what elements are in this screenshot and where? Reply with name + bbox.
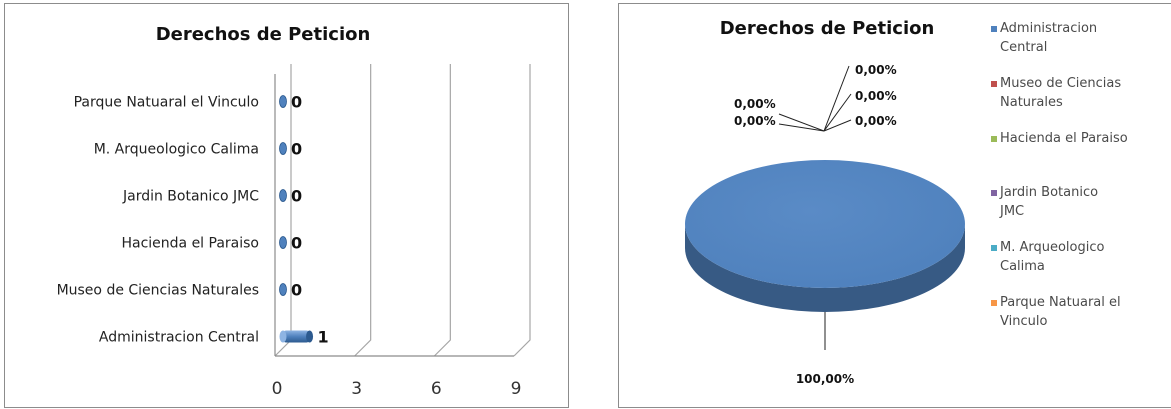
leader-line [778, 113, 825, 132]
leader-line [823, 65, 850, 132]
data-label: 0,00% [734, 114, 776, 128]
bar-chart: Derechos de Peticion 0 3 6 9 Administracion C… [57, 24, 531, 399]
pie-chart-panel: Derechos de Peticion 100,00% 0,00% 0,00% 0,0… [618, 3, 1171, 408]
pie-slice [685, 160, 965, 312]
legend-label: Jardin Botanico [999, 185, 1098, 200]
legend-swatch [991, 300, 997, 306]
data-label: 0 [291, 187, 302, 206]
bar [279, 189, 287, 202]
category-label: Museo de Ciencias Naturales [57, 283, 259, 299]
bar [279, 236, 287, 249]
data-label: 100,00% [796, 372, 854, 386]
x-tick-label: 0 [272, 379, 283, 399]
gridline [354, 64, 372, 357]
bar [279, 330, 314, 343]
legend-swatch [991, 245, 997, 251]
legend-swatch [991, 136, 997, 142]
gridline [513, 64, 531, 357]
legend-swatch [991, 81, 997, 87]
legend-item: M. Arqueologico Calima [991, 240, 1105, 274]
legend-item: Parque Natuaral el Vinculo [991, 295, 1121, 329]
data-label: 0,00% [855, 63, 897, 77]
bar [279, 283, 287, 296]
data-label: 0 [291, 93, 302, 112]
legend-label: Vinculo [1000, 314, 1047, 329]
bar-chart-panel: Derechos de Peticion 0 3 6 9 Administracion C… [4, 3, 569, 408]
legend-label: Calima [1000, 259, 1045, 274]
leader-line [823, 119, 852, 132]
legend-label: JMC [999, 204, 1024, 219]
pie-chart-title: Derechos de Peticion [720, 18, 935, 39]
leader-line [778, 123, 825, 132]
legend-item: Hacienda el Paraiso [991, 131, 1128, 146]
leader-line [823, 93, 852, 132]
data-label: 1 [318, 328, 329, 347]
bar [279, 142, 287, 155]
data-label: 0 [291, 234, 302, 253]
bar-chart-title: Derechos de Peticion [156, 24, 371, 45]
data-label: 0 [291, 140, 302, 159]
data-label: 0 [291, 281, 302, 300]
x-tick-label: 9 [511, 379, 522, 399]
legend-label: M. Arqueologico [1000, 240, 1105, 255]
legend-item: Jardin Botanico JMC [991, 185, 1098, 219]
legend-label: Hacienda el Paraiso [1000, 131, 1128, 146]
bar [279, 95, 287, 108]
legend-label: Naturales [1000, 95, 1063, 110]
legend-label: Administracion [1000, 21, 1097, 36]
data-label: 0,00% [734, 97, 776, 111]
legend-swatch [991, 190, 997, 196]
legend-label: Parque Natuaral el [1000, 295, 1121, 310]
legend-item: Administracion Central [991, 21, 1097, 55]
x-tick-label: 6 [431, 379, 442, 399]
category-label: Administracion Central [99, 330, 259, 346]
data-label: 0,00% [855, 89, 897, 103]
category-label: Jardin Botanico JMC [122, 189, 259, 205]
gridline [433, 64, 451, 357]
legend-label: Museo de Ciencias [1000, 76, 1121, 91]
legend-label: Central [1000, 40, 1047, 55]
data-label: 0,00% [855, 114, 897, 128]
legend-item: Museo de Ciencias Naturales [991, 76, 1121, 110]
category-label: M. Arqueologico Calima [94, 142, 259, 158]
category-label: Parque Natuaral el Vinculo [74, 95, 259, 111]
x-tick-label: 3 [351, 379, 362, 399]
category-label: Hacienda el Paraiso [121, 236, 259, 252]
legend-swatch [991, 26, 997, 32]
pie-chart: Derechos de Peticion 100,00% 0,00% 0,00% 0,0… [685, 18, 1128, 386]
